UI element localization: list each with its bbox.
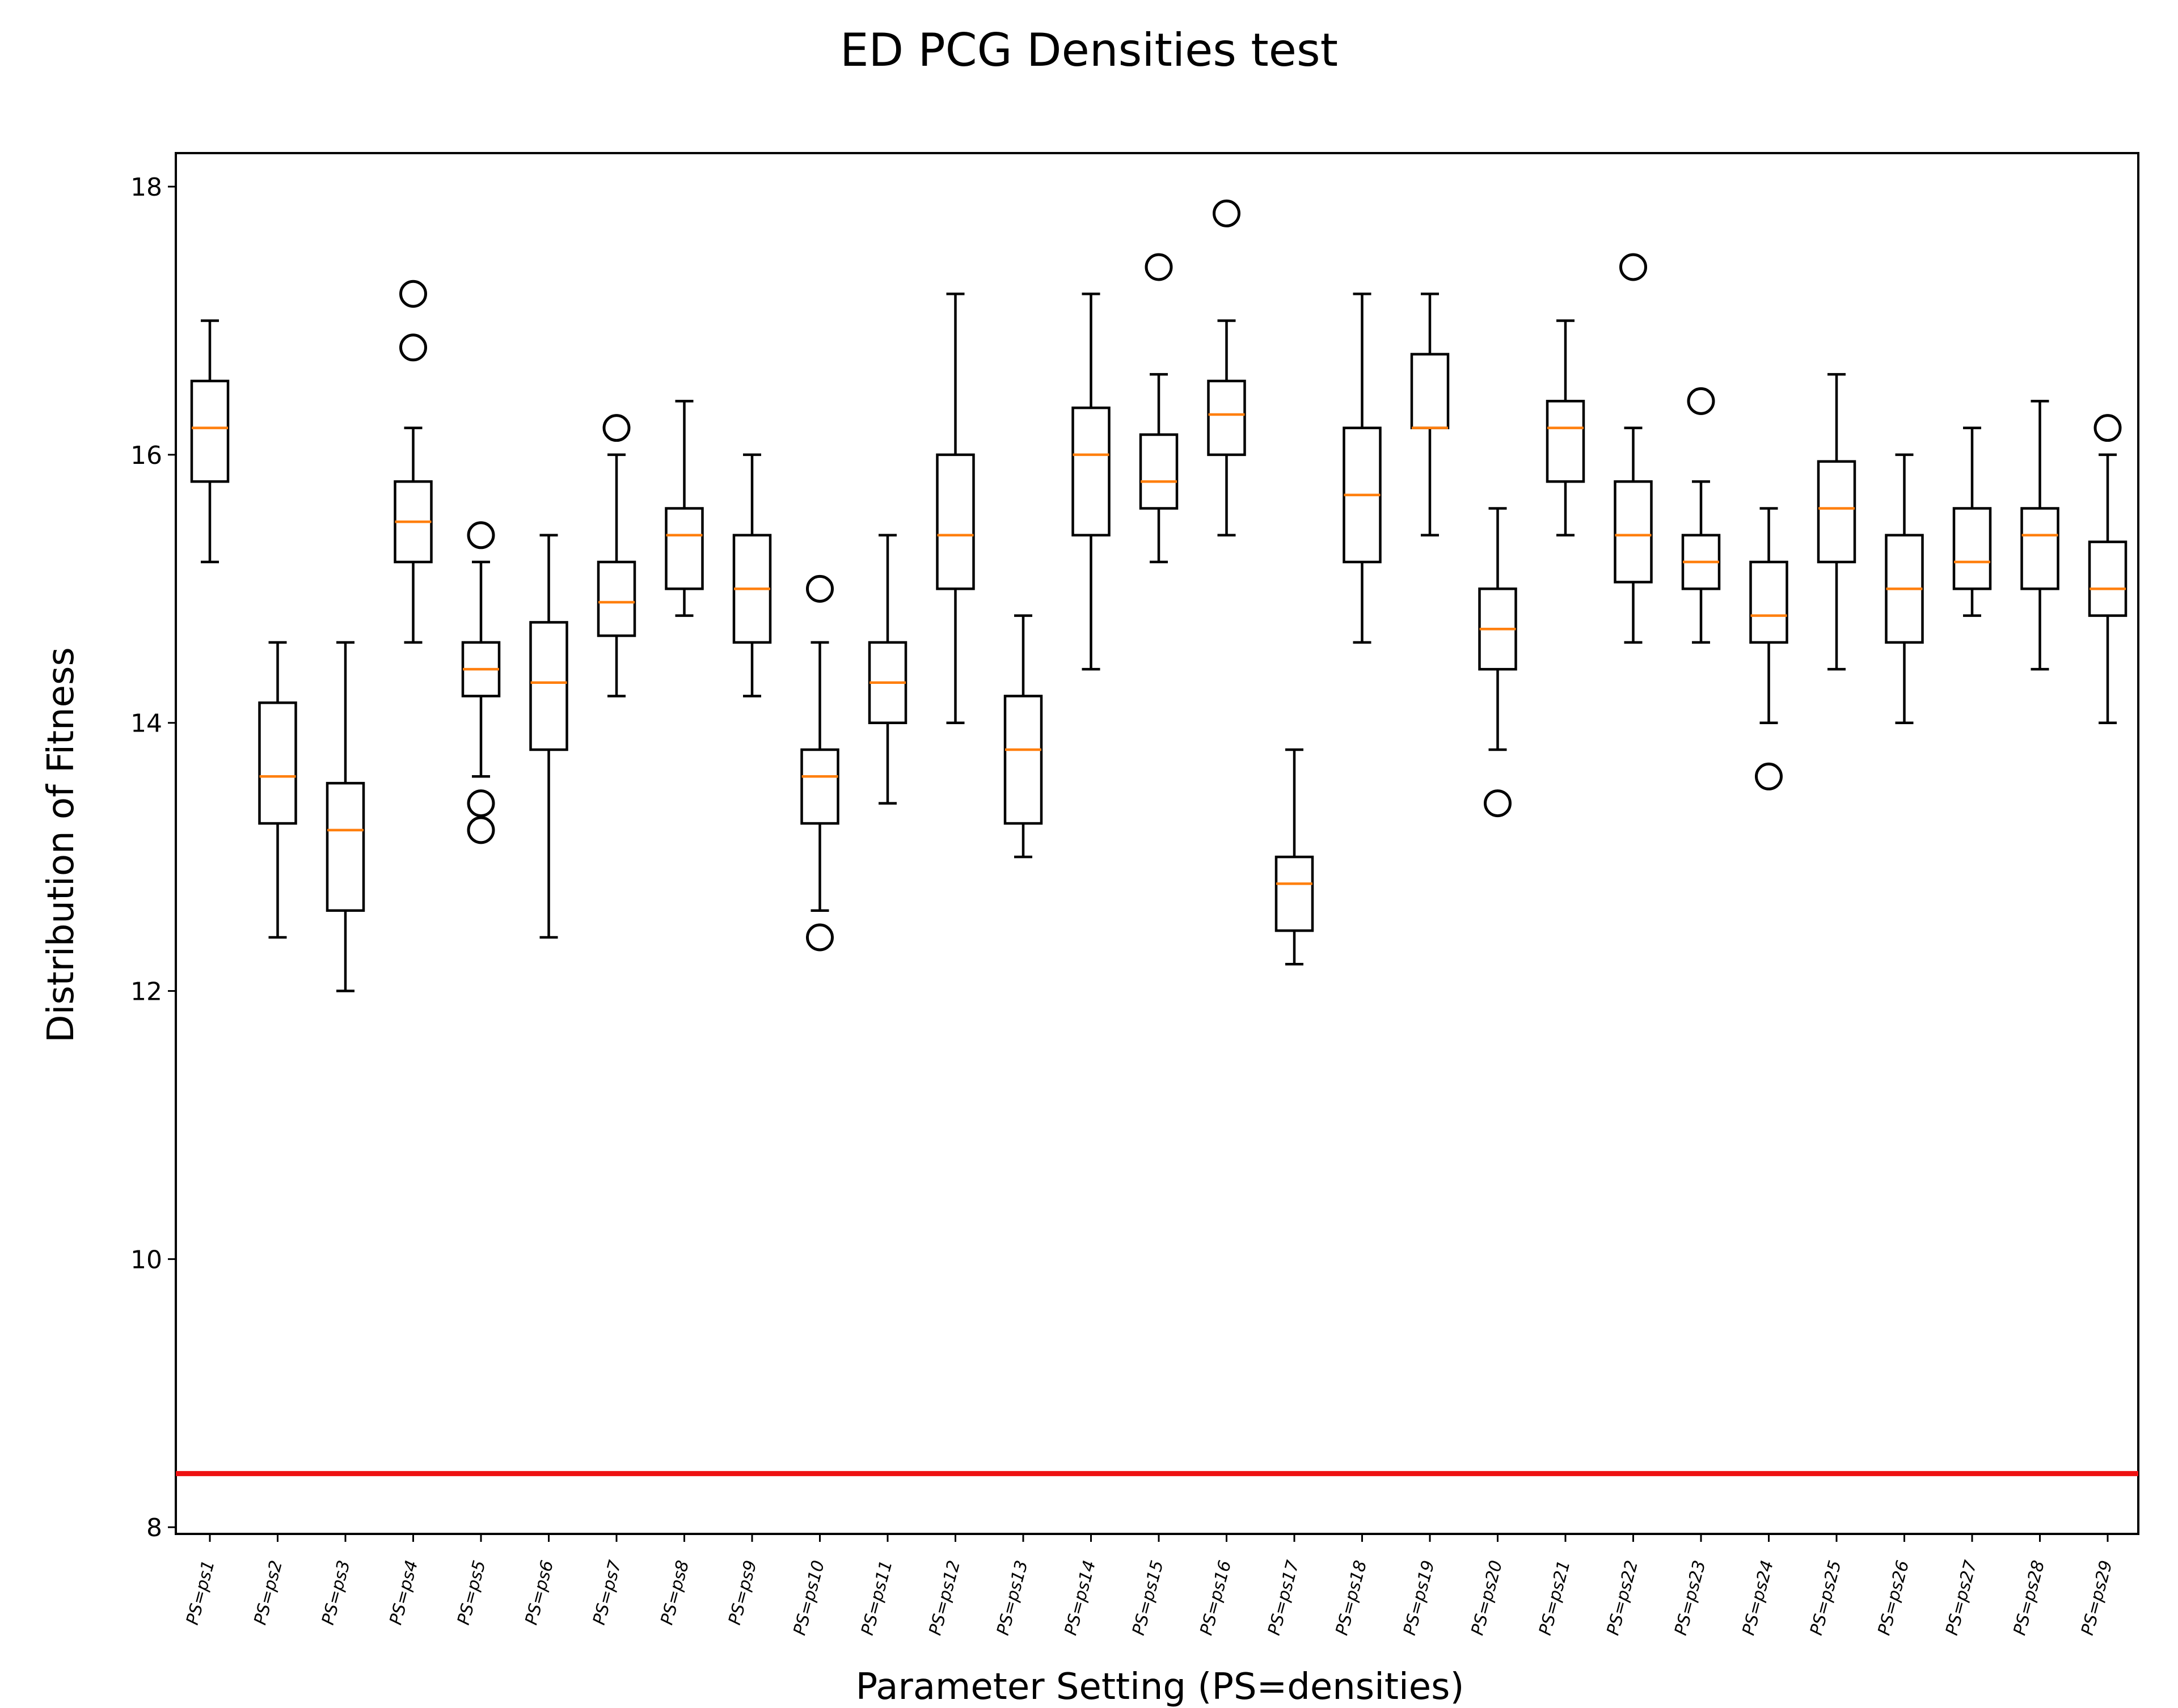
x-tick-label: PS=ps12 (925, 1558, 964, 1638)
box (1139, 433, 1179, 510)
flier-point (1755, 762, 1783, 790)
box (1546, 400, 1585, 483)
box (2020, 507, 2059, 590)
box (1817, 460, 1856, 564)
flier-point (1687, 387, 1715, 415)
x-tick-label: PS=ps9 (725, 1558, 761, 1627)
x-tick-label: PS=ps8 (657, 1558, 693, 1627)
x-tick-label: PS=ps16 (1196, 1558, 1235, 1638)
x-tick-label: PS=ps14 (1061, 1558, 1100, 1638)
flier-point (602, 414, 631, 442)
x-tick-label: PS=ps4 (386, 1558, 422, 1627)
x-tick-label: PS=ps18 (1332, 1558, 1371, 1638)
x-tick-label: PS=ps21 (1535, 1558, 1575, 1638)
x-tick-label: PS=ps1 (183, 1558, 219, 1627)
x-tick-label: PS=ps3 (318, 1558, 354, 1627)
flier-point (399, 333, 427, 362)
flier-point (1213, 199, 1240, 227)
y-tick-label: 12 (130, 978, 162, 1007)
x-tick-label: PS=ps20 (1467, 1558, 1506, 1638)
x-tick-label: PS=ps2 (250, 1558, 286, 1627)
box (936, 453, 975, 590)
box (529, 621, 568, 751)
flier-point (1619, 253, 1647, 281)
x-tick-label: PS=ps6 (521, 1558, 558, 1627)
y-tick-label: 10 (130, 1245, 162, 1274)
x-tick-label: PS=ps17 (1264, 1558, 1303, 1638)
x-tick-label: PS=ps27 (1942, 1558, 1981, 1638)
box (1410, 353, 1450, 429)
y-tick-label: 18 (130, 173, 162, 202)
x-tick-label: PS=ps23 (1671, 1558, 1710, 1638)
box (1207, 379, 1246, 456)
box (1952, 507, 1992, 590)
x-tick-label: PS=ps13 (993, 1558, 1032, 1638)
flier-point (467, 521, 495, 549)
y-tick-label: 14 (130, 709, 162, 738)
box (1274, 855, 1314, 932)
flier-point (399, 280, 427, 308)
box (1614, 480, 1653, 584)
box (2088, 540, 2128, 617)
flier-point (467, 789, 495, 818)
x-tick-label: PS=ps22 (1603, 1558, 1642, 1638)
box (326, 781, 365, 912)
axes-frame (175, 152, 2139, 1535)
flier-point (1484, 789, 1512, 818)
y-tick-label: 16 (130, 441, 162, 470)
x-tick-label: PS=ps10 (790, 1558, 829, 1638)
x-tick-label: PS=ps11 (858, 1558, 897, 1638)
x-tick-label: PS=ps15 (1129, 1558, 1168, 1638)
flier-point (806, 574, 834, 603)
x-tick-label: PS=ps19 (1400, 1558, 1439, 1638)
box (1003, 695, 1043, 825)
flier-point (1145, 253, 1173, 281)
x-tick-label: PS=ps29 (2078, 1558, 2117, 1638)
y-tick-label: 8 (146, 1513, 162, 1542)
box (665, 507, 704, 590)
flier-point (806, 923, 834, 952)
box (800, 748, 839, 825)
x-tick-label: PS=ps28 (2010, 1558, 2049, 1638)
box (597, 560, 636, 637)
box (258, 701, 297, 825)
box (1749, 560, 1788, 644)
flier-point (467, 816, 495, 844)
x-tick-label: PS=ps25 (1806, 1558, 1846, 1638)
flier-point (2093, 414, 2122, 442)
x-tick-label: PS=ps5 (454, 1558, 490, 1627)
box (1071, 406, 1111, 537)
x-tick-label: PS=ps24 (1738, 1558, 1778, 1638)
box (190, 379, 230, 483)
x-tick-label: PS=ps26 (1874, 1558, 1913, 1638)
chart-title: ED PCG Densities test (839, 24, 1339, 77)
x-tick-label: PS=ps7 (589, 1558, 626, 1627)
